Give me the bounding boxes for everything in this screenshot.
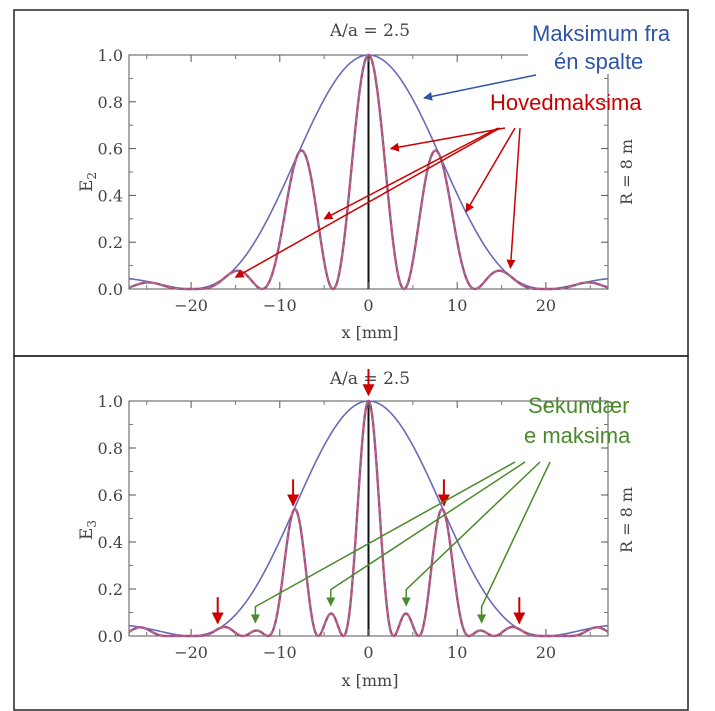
annotations-panel-1: Maksimum fra én spalte Hovedmaksima <box>234 14 686 278</box>
principal-maximum-arrow <box>465 127 516 213</box>
principal-maximum-arrow <box>234 127 501 278</box>
envelope-label: Maksimum fra én spalte <box>532 21 676 74</box>
chart-1-xlabel: x [mm] <box>342 323 399 342</box>
chart-2-side-label: R = 8 m <box>617 487 636 553</box>
chart-1-ylabel-sub: 2 <box>85 172 99 180</box>
x-tick-label: 10 <box>447 296 467 315</box>
y-tick-label: 0.2 <box>98 233 123 252</box>
annotations-panel-2: Sekundær e maksima <box>211 369 636 625</box>
interference-curve-dash <box>128 400 609 637</box>
x-tick-label: −20 <box>174 296 208 315</box>
secondary-maxima-label: Sekundær e maksima <box>524 393 636 448</box>
y-tick-label: 0.8 <box>98 439 123 458</box>
x-tick-label: −10 <box>263 296 297 315</box>
secondary-label-line-1: Sekundær <box>528 393 630 418</box>
chart-panel-1: A/a = 2.5 −20 −10 0 10 200.00.20.40.60.81.0 … <box>77 21 636 342</box>
envelope-label-backdrop <box>528 14 686 74</box>
y-tick-label: 0.8 <box>98 93 123 112</box>
principal-maxima-label: Hovedmaksima <box>490 90 642 115</box>
y-tick-label: 0.0 <box>98 280 123 299</box>
x-tick-label: 0 <box>363 296 373 315</box>
interference-curve-dash <box>128 54 609 290</box>
chart-1-title: A/a = 2.5 <box>329 21 410 41</box>
envelope-label-line-2: én spalte <box>554 49 643 74</box>
y-tick-label: 1.0 <box>98 46 123 65</box>
principal-maximum-arrow <box>389 127 506 152</box>
chart-2-xlabel: x [mm] <box>342 671 399 690</box>
x-tick-label: −20 <box>174 643 208 662</box>
chart-2-ylabel-sub: 3 <box>85 520 99 528</box>
envelope-label-line-1: Maksimum fra <box>532 21 671 46</box>
chart-1-ylabel: E2 <box>77 172 99 192</box>
chart-2-ylabel: E3 <box>77 520 99 540</box>
principal-maximum-arrow <box>323 127 499 220</box>
secondary-maximum-arrow <box>326 461 526 607</box>
envelope-arrow <box>423 74 537 101</box>
secondary-maximum-arrow <box>401 461 541 607</box>
y-tick-label: 0.6 <box>98 486 123 505</box>
secondary-label-line-2: e maksima <box>524 423 631 448</box>
x-tick-label: 20 <box>536 643 556 662</box>
y-tick-label: 0.4 <box>98 533 123 552</box>
x-tick-label: 20 <box>536 296 556 315</box>
chart-1-side-label: R = 8 m <box>617 139 636 205</box>
principal-maximum-arrow <box>506 127 521 269</box>
x-tick-label: 0 <box>363 643 373 662</box>
y-tick-label: 0.6 <box>98 140 123 159</box>
x-tick-label: 10 <box>447 643 467 662</box>
panel-2-frame <box>13 355 689 711</box>
secondary-maximum-arrow <box>250 461 516 624</box>
chart-panel-2: A/a = 2.5 −20 −10 0 10 200.00.20.40.60.81.0 … <box>77 369 636 690</box>
y-tick-label: 1.0 <box>98 392 123 411</box>
x-tick-label: −10 <box>263 643 297 662</box>
y-tick-label: 0.0 <box>98 627 123 646</box>
secondary-maximum-arrow <box>477 461 551 624</box>
y-tick-label: 0.4 <box>98 186 123 205</box>
y-tick-label: 0.2 <box>98 580 123 599</box>
